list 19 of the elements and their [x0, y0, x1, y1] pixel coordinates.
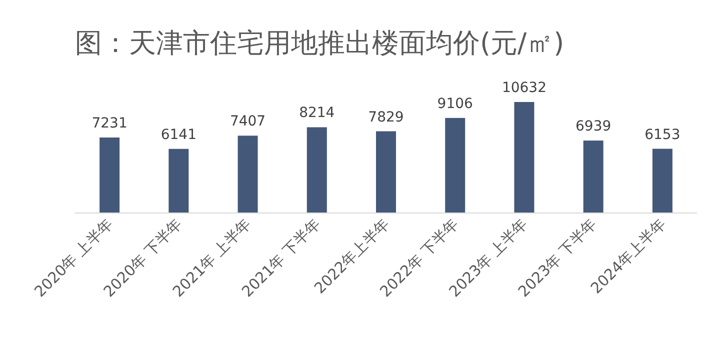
bar — [445, 118, 466, 213]
data-label: 8214 — [299, 105, 335, 122]
chart-title: 图：天津市住宅用地推出楼面均价(元/㎡) — [75, 28, 564, 59]
bar — [652, 148, 672, 213]
data-label: 9106 — [437, 96, 474, 112]
bar — [583, 140, 604, 213]
data-label: 7407 — [230, 114, 266, 130]
data-label: 6141 — [160, 126, 196, 143]
data-label: 7231 — [92, 116, 128, 132]
bar — [100, 138, 120, 213]
bar — [238, 136, 258, 213]
data-label: 6153 — [644, 126, 680, 143]
data-label: 7829 — [368, 109, 404, 126]
bar — [376, 131, 396, 213]
bar — [306, 127, 327, 213]
data-label: 10632 — [502, 80, 546, 96]
bar — [168, 148, 189, 213]
data-label: 6939 — [576, 118, 612, 135]
bar — [514, 102, 534, 213]
